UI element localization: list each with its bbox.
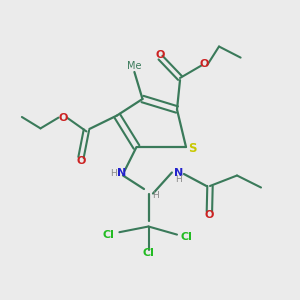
Text: H: H <box>152 191 158 200</box>
Text: Cl: Cl <box>142 248 154 258</box>
Text: N: N <box>117 168 126 178</box>
Text: Cl: Cl <box>180 232 192 242</box>
Text: O: O <box>156 50 165 60</box>
Text: Me: Me <box>127 61 142 71</box>
Text: O: O <box>76 155 86 166</box>
Text: O: O <box>58 112 68 123</box>
Text: H: H <box>175 175 182 184</box>
Text: Cl: Cl <box>103 230 115 240</box>
Text: S: S <box>188 142 196 155</box>
Text: H: H <box>110 169 117 178</box>
Text: O: O <box>205 209 214 220</box>
Text: O: O <box>200 59 209 69</box>
Text: N: N <box>174 167 183 178</box>
